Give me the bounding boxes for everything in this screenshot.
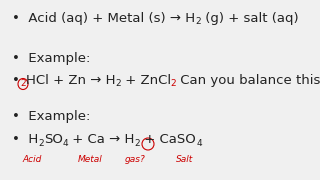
Text: 2: 2 [171,80,176,89]
Text: Can you balance this?: Can you balance this? [176,74,320,87]
Text: •: • [12,74,20,87]
Text: HCl + Zn → H: HCl + Zn → H [26,74,115,87]
Text: 2: 2 [38,138,44,147]
Text: 2: 2 [135,138,140,147]
Text: •  Example:: • Example: [12,110,90,123]
Text: (g) + salt (aq): (g) + salt (aq) [201,12,298,25]
Text: Salt: Salt [176,155,193,164]
Text: + CaSO: + CaSO [140,133,196,146]
Text: 2: 2 [20,80,26,89]
Text: SO: SO [44,133,63,146]
Text: 2: 2 [115,80,121,89]
Text: •  H: • H [12,133,38,146]
Text: + ZnCl: + ZnCl [121,74,171,87]
Text: •  Example:: • Example: [12,52,90,65]
Text: •  Acid (aq) + Metal (s) → H: • Acid (aq) + Metal (s) → H [12,12,195,25]
Text: Acid: Acid [22,155,41,164]
Text: + Ca → H: + Ca → H [68,133,135,146]
Text: gas?: gas? [125,155,146,164]
Text: 4: 4 [196,138,202,147]
Text: 4: 4 [63,138,68,147]
Text: Metal: Metal [78,155,103,164]
Text: 2: 2 [195,17,201,26]
